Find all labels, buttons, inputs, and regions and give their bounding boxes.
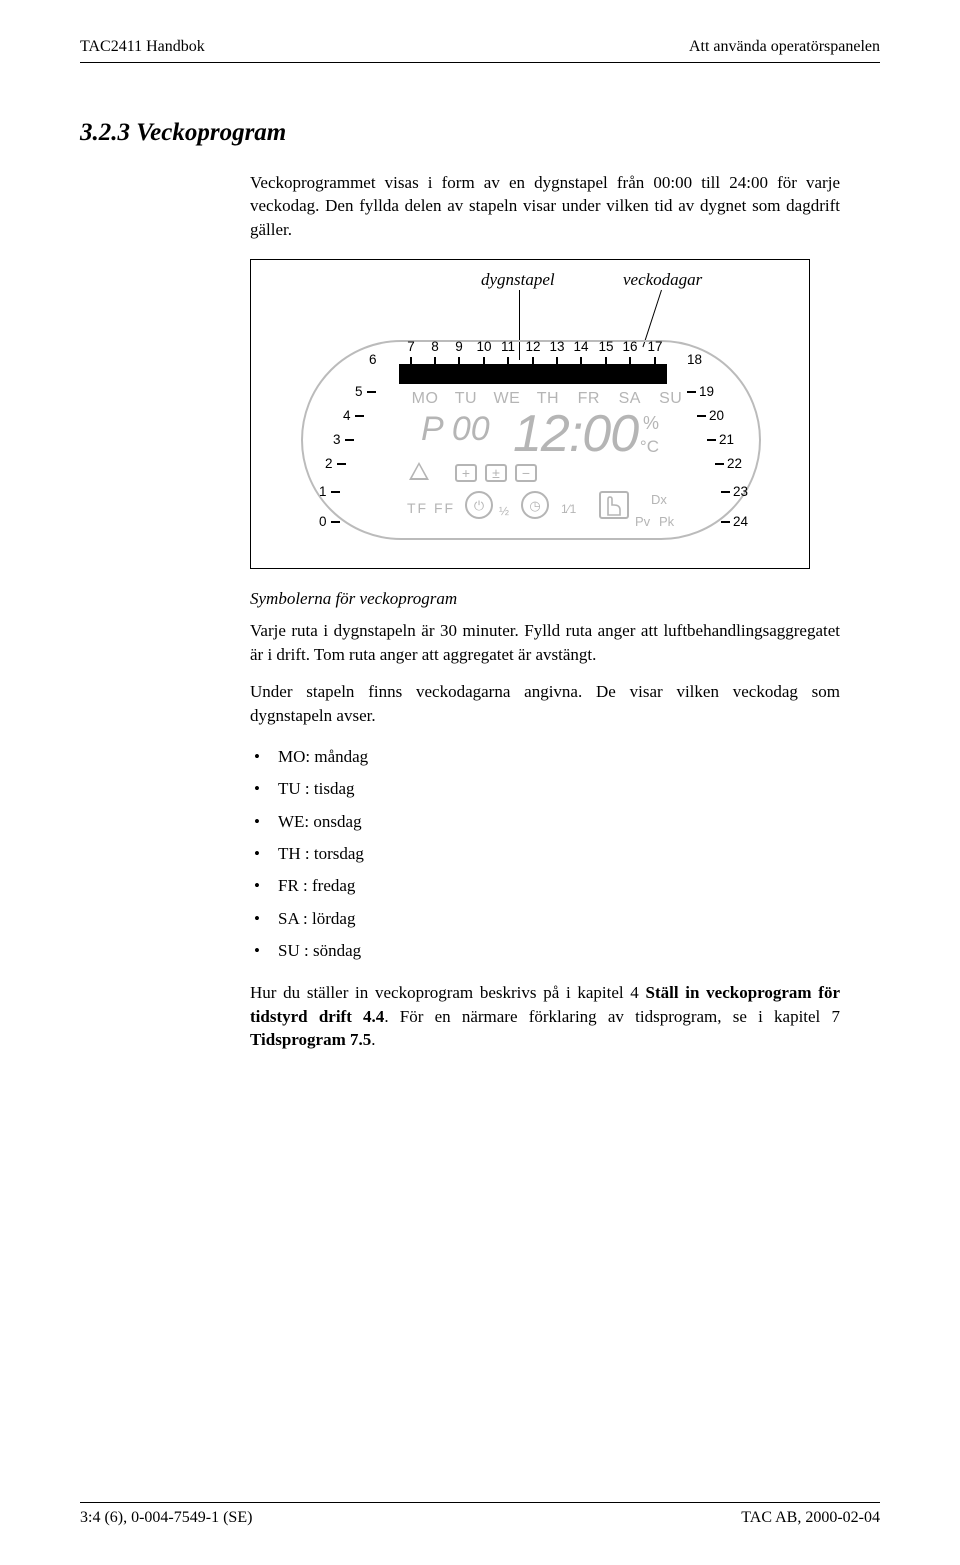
hour-num: 5 (355, 384, 363, 399)
hour-tick (707, 439, 716, 441)
hour-num: 1 (319, 484, 327, 499)
hour-tick (331, 521, 340, 523)
list-item: FR : fredag (250, 870, 840, 902)
hour-num: 0 (319, 514, 327, 529)
hour-bar (399, 364, 667, 384)
hour-tick (556, 357, 558, 364)
dx-label: Dx (651, 492, 667, 507)
panel-diagram: dygnstapel veckodagar [108,132,156,181,2… (250, 259, 810, 569)
text-run: . (371, 1030, 375, 1049)
header-left: TAC2411 Handbok (80, 38, 205, 56)
diagram-caption: Symbolerna för veckoprogram (250, 589, 840, 609)
hour-num: 11 (501, 339, 515, 354)
list-item: SA : lördag (250, 903, 840, 935)
hour-tick (721, 521, 730, 523)
hour-num: 2 (325, 456, 333, 471)
hour-num: 7 (407, 339, 415, 354)
hour-num: 8 (431, 339, 439, 354)
hour-num: 18 (687, 352, 702, 367)
warning-icon (409, 462, 429, 480)
hour-tick (367, 391, 376, 393)
hour-num: 15 (598, 339, 613, 354)
one-label: 1⁄1 (561, 502, 576, 516)
hour-tick (605, 357, 607, 364)
hour-num: 3 (333, 432, 341, 447)
hour-num: 6 (369, 352, 377, 367)
percent-icon: % (643, 413, 659, 434)
header-right: Att använda operatörspanelen (689, 38, 880, 56)
hour-tick (507, 357, 509, 364)
running-footer: 3:4 (6), 0-004-7549-1 (SE) TAC AB, 2000-… (80, 1502, 880, 1527)
hour-num: 16 (622, 339, 637, 354)
half-label: ½ (499, 504, 509, 518)
list-item: SU : söndag (250, 935, 840, 967)
day-label: MO (407, 390, 443, 408)
paragraph-4: Hur du ställer in veckoprogram beskrivs … (250, 981, 840, 1051)
hour-tick (580, 357, 582, 364)
hour-num: 4 (343, 408, 351, 423)
hour-num: 20 (709, 408, 724, 423)
text-run-bold: Tidsprogram 7.5 (250, 1030, 371, 1049)
annot-veckodagar: veckodagar (623, 270, 702, 290)
paragraph-2: Varje ruta i dygnstapeln är 30 minuter. … (250, 619, 840, 666)
hour-tick (715, 463, 724, 465)
day-label: TU (448, 390, 484, 408)
text-run: . För en närmare förklaring av tidsprogr… (384, 1007, 840, 1026)
hour-tick (532, 357, 534, 364)
list-item: MO: måndag (250, 741, 840, 773)
weekday-legend-list: MO: måndag TU : tisdag WE: onsdag TH : t… (250, 741, 840, 967)
section-title: Veckoprogram (136, 119, 286, 146)
hour-num: 19 (699, 384, 714, 399)
hour-tick (629, 357, 631, 364)
hand-icon (599, 491, 629, 519)
degree-c-icon: °C (640, 437, 659, 457)
list-item: TU : tisdag (250, 773, 840, 805)
hour-tick (483, 357, 485, 364)
hour-tick (331, 491, 340, 493)
hour-num: 17 (647, 339, 662, 354)
hour-tick (410, 357, 412, 364)
section-number: 3.2.3 (80, 119, 130, 146)
hour-tick (434, 357, 436, 364)
list-item: TH : torsdag (250, 838, 840, 870)
hour-tick (458, 357, 460, 364)
list-item: WE: onsdag (250, 806, 840, 838)
intro-paragraph: Veckoprogrammet visas i form av en dygns… (250, 171, 840, 241)
power-icon: ⏻ (465, 491, 493, 519)
hour-num: 9 (455, 339, 463, 354)
hour-num: 12 (525, 339, 540, 354)
running-header: TAC2411 Handbok Att använda operatörspan… (80, 38, 880, 63)
operator-panel: [108,132,156,181,205,230,254,278,303,327… (301, 340, 761, 540)
paragraph-3: Under stapeln finns veckodagarna angivna… (250, 680, 840, 727)
day-label: SU (653, 390, 689, 408)
footer-right: TAC AB, 2000-02-04 (741, 1509, 880, 1527)
hour-tick (345, 439, 354, 441)
hour-num: 10 (476, 339, 491, 354)
tf-ff-label: TF FF (407, 500, 455, 516)
hour-num: 23 (733, 484, 748, 499)
annot-dygnstapel: dygnstapel (481, 270, 555, 290)
hour-num: 14 (573, 339, 588, 354)
pv-label: Pv (635, 514, 650, 529)
pk-label: Pk (659, 514, 674, 529)
text-run: Hur du ställer in veckoprogram beskrivs … (250, 983, 646, 1002)
section-heading: 3.2.3 Veckoprogram (80, 119, 880, 147)
program-number: P 00 (421, 410, 490, 449)
hour-num: 13 (549, 339, 564, 354)
hour-num: 22 (727, 456, 742, 471)
plus-minus-icon: ± (485, 464, 507, 482)
footer-left: 3:4 (6), 0-004-7549-1 (SE) (80, 1509, 252, 1527)
hour-num: 21 (719, 432, 734, 447)
plus-icon: + (455, 464, 477, 482)
hour-tick (654, 357, 656, 364)
hour-num: 24 (733, 514, 748, 529)
clock-icon: ◷ (521, 491, 549, 519)
minus-icon: − (515, 464, 537, 482)
hour-tick (697, 415, 706, 417)
hour-tick (337, 463, 346, 465)
display-time: 12:00 (513, 404, 638, 464)
hour-tick (721, 491, 730, 493)
hour-tick (355, 415, 364, 417)
